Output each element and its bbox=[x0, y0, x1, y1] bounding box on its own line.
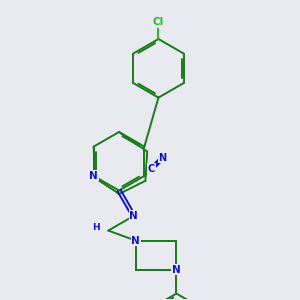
Text: N: N bbox=[129, 211, 138, 221]
Text: H: H bbox=[92, 223, 100, 232]
Text: Cl: Cl bbox=[153, 17, 164, 27]
Text: N: N bbox=[89, 171, 98, 181]
Text: N: N bbox=[158, 153, 166, 163]
Text: N: N bbox=[172, 265, 181, 275]
Text: N: N bbox=[131, 236, 140, 246]
Text: C: C bbox=[148, 164, 155, 174]
